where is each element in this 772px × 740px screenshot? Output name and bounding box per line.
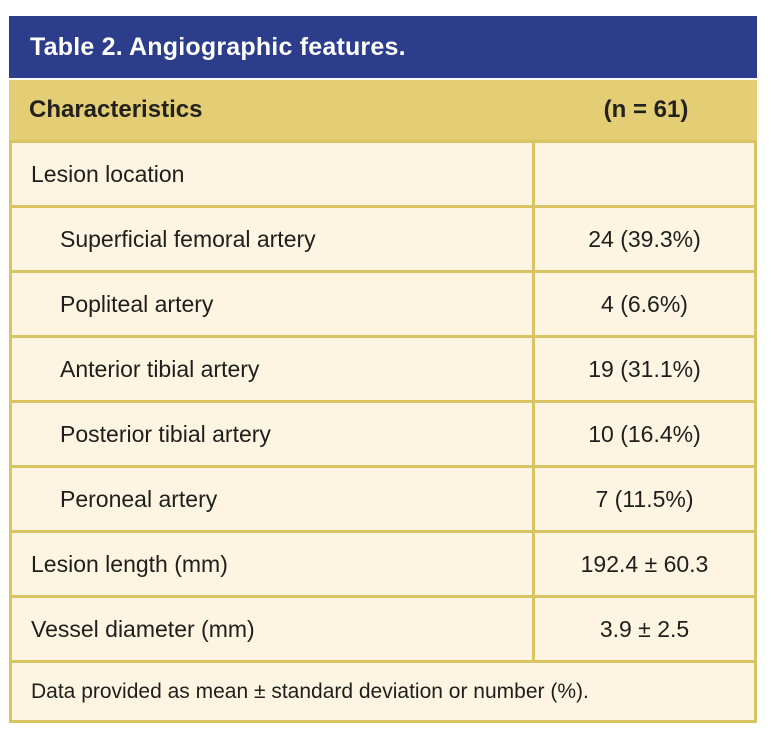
table-row: Posterior tibial artery 10 (16.4%) <box>12 400 754 465</box>
row-label: Superficial femoral artery <box>60 225 316 252</box>
row-label: Posterior tibial artery <box>60 420 271 447</box>
column-header-row: Characteristics (n = 61) <box>9 80 757 140</box>
angiographic-features-table: Table 2. Angiographic features. Characte… <box>9 16 757 723</box>
row-label: Peroneal artery <box>60 485 218 512</box>
table-body: Lesion location Superficial femoral arte… <box>9 140 757 723</box>
table-row: Lesion length (mm) 192.4 ± 60.3 <box>12 530 754 595</box>
table-row: Lesion location <box>12 140 754 205</box>
row-label: Anterior tibial artery <box>60 355 260 382</box>
row-value: 10 (16.4%) <box>532 403 754 465</box>
row-value: 19 (31.1%) <box>532 338 754 400</box>
row-value: 7 (11.5%) <box>532 468 754 530</box>
table-row: Vessel diameter (mm) 3.9 ± 2.5 <box>12 595 754 660</box>
row-label: Vessel diameter (mm) <box>31 615 255 642</box>
row-value: 24 (39.3%) <box>532 208 754 270</box>
table-footnote-row: Data provided as mean ± standard deviati… <box>12 660 754 720</box>
column-header-n: (n = 61) <box>603 96 689 123</box>
table-title-bar: Table 2. Angiographic features. <box>9 16 757 80</box>
table-row: Peroneal artery 7 (11.5%) <box>12 465 754 530</box>
row-label: Lesion length (mm) <box>31 550 228 577</box>
row-label: Popliteal artery <box>60 290 214 317</box>
row-value: 4 (6.6%) <box>532 273 754 335</box>
row-value: 192.4 ± 60.3 <box>532 533 754 595</box>
table-row: Anterior tibial artery 19 (31.1%) <box>12 335 754 400</box>
table-title: Table 2. Angiographic features. <box>30 32 406 61</box>
row-value: 3.9 ± 2.5 <box>532 598 754 660</box>
table-row: Popliteal artery 4 (6.6%) <box>12 270 754 335</box>
row-value <box>532 143 754 205</box>
column-header-characteristics: Characteristics <box>29 96 203 123</box>
row-label: Lesion location <box>31 160 185 187</box>
table-footnote: Data provided as mean ± standard deviati… <box>31 679 589 703</box>
table-row: Superficial femoral artery 24 (39.3%) <box>12 205 754 270</box>
